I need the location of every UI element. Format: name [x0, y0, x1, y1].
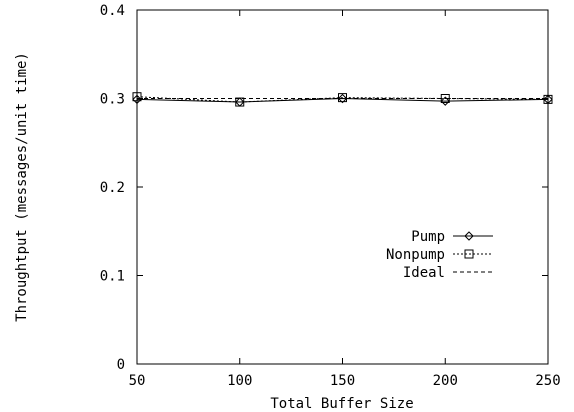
y-tick-label: 0.1 [100, 269, 125, 285]
x-tick-label: 50 [129, 373, 146, 389]
y-axis-label: Throughtput (messages/unit time) [14, 52, 30, 322]
legend: Pump Nonpump Ideal [386, 229, 493, 281]
y-tick-label: 0.4 [100, 3, 125, 19]
x-tick-label: 150 [330, 373, 355, 389]
x-axis-label: Total Buffer Size [270, 396, 413, 412]
data-point-nonpump [338, 93, 347, 103]
legend-label-ideal: Ideal [403, 265, 445, 281]
x-axis-ticks: 50 100 150 200 250 [129, 10, 561, 389]
legend-label-nonpump: Nonpump [386, 247, 445, 263]
y-axis-ticks: 0 0.1 0.2 0.3 0.4 [100, 3, 548, 373]
legend-marker-pump [464, 231, 474, 241]
x-tick-label: 100 [227, 373, 252, 389]
data-point-nonpump [543, 94, 553, 104]
y-tick-label: 0 [117, 357, 125, 373]
legend-label-pump: Pump [411, 229, 445, 245]
y-tick-label: 0.3 [100, 92, 125, 108]
data-point-nonpump [235, 97, 245, 107]
legend-marker-nonpump [464, 249, 474, 259]
y-tick-label: 0.2 [100, 180, 125, 196]
series-layer [132, 92, 553, 107]
plot-frame [136, 9, 549, 365]
data-point-pump [440, 96, 450, 106]
series-line-nonpump [136, 96, 549, 103]
data-point-nonpump [132, 92, 142, 102]
x-tick-label: 200 [433, 373, 458, 389]
x-tick-label: 250 [535, 373, 560, 389]
